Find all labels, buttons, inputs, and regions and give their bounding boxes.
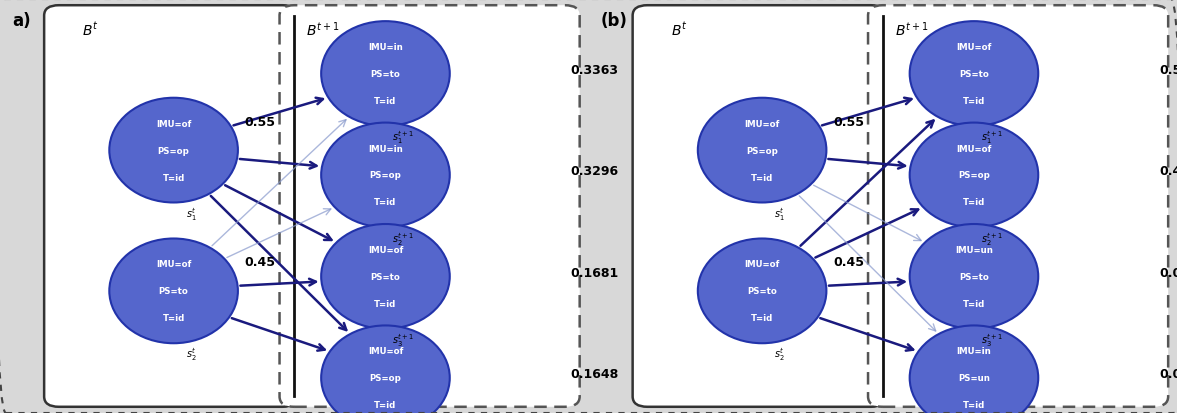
Text: $s_1^t$: $s_1^t$ <box>186 205 197 222</box>
Text: IMU=in: IMU=in <box>368 43 403 52</box>
Text: 0.1648: 0.1648 <box>571 367 619 380</box>
Text: 0.45: 0.45 <box>833 256 864 269</box>
Text: $B^{t+1}$: $B^{t+1}$ <box>895 21 927 39</box>
Ellipse shape <box>321 325 450 413</box>
Text: $B^t$: $B^t$ <box>82 21 99 38</box>
Text: (b): (b) <box>600 12 627 30</box>
Text: IMU=of: IMU=of <box>956 144 992 153</box>
Text: PS=un: PS=un <box>958 373 990 382</box>
Text: $s_2^{t+1}$: $s_2^{t+1}$ <box>392 230 414 247</box>
Text: PS=to: PS=to <box>747 287 777 296</box>
Text: PS=to: PS=to <box>371 70 400 79</box>
Ellipse shape <box>321 22 450 126</box>
Text: $s_2^t$: $s_2^t$ <box>774 346 785 363</box>
Text: $s_1^{t+1}$: $s_1^{t+1}$ <box>392 129 414 146</box>
Text: T=id: T=id <box>751 173 773 182</box>
Text: T=id: T=id <box>162 313 185 323</box>
Ellipse shape <box>321 123 450 228</box>
Text: 0.3296: 0.3296 <box>571 165 619 178</box>
Text: PS=to: PS=to <box>159 287 188 296</box>
Text: PS=to: PS=to <box>959 70 989 79</box>
Text: $s_3^{t+1}$: $s_3^{t+1}$ <box>392 331 414 348</box>
Text: $B^{t+1}$: $B^{t+1}$ <box>306 21 339 39</box>
Text: T=id: T=id <box>963 299 985 308</box>
Text: PS=op: PS=op <box>746 146 778 155</box>
FancyBboxPatch shape <box>280 6 579 407</box>
Text: T=id: T=id <box>751 313 773 323</box>
Text: T=id: T=id <box>374 97 397 106</box>
Text: PS=to: PS=to <box>371 272 400 281</box>
Text: $B^t$: $B^t$ <box>671 21 687 38</box>
Text: IMU=of: IMU=of <box>155 260 192 269</box>
Text: $s_1^{t+1}$: $s_1^{t+1}$ <box>980 129 1003 146</box>
Text: IMU=in: IMU=in <box>368 144 403 153</box>
Text: 0.55: 0.55 <box>245 115 275 128</box>
Text: IMU=of: IMU=of <box>744 119 780 128</box>
Text: T=id: T=id <box>963 400 985 409</box>
Text: PS=op: PS=op <box>370 171 401 180</box>
Ellipse shape <box>321 225 450 329</box>
Text: T=id: T=id <box>374 198 397 207</box>
Text: 0.5031: 0.5031 <box>1159 64 1177 77</box>
Text: T=id: T=id <box>963 97 985 106</box>
Ellipse shape <box>910 123 1038 228</box>
Text: IMU=of: IMU=of <box>367 347 404 356</box>
Text: IMU=in: IMU=in <box>957 347 991 356</box>
Text: 0.55: 0.55 <box>833 115 864 128</box>
Ellipse shape <box>698 98 826 203</box>
Text: 0.4931: 0.4931 <box>1159 165 1177 178</box>
Ellipse shape <box>109 239 238 344</box>
Text: IMU=un: IMU=un <box>955 245 993 254</box>
Text: IMU=of: IMU=of <box>744 260 780 269</box>
Ellipse shape <box>910 325 1038 413</box>
Text: T=id: T=id <box>374 400 397 409</box>
Text: IMU=of: IMU=of <box>367 245 404 254</box>
Text: 0.45: 0.45 <box>245 256 275 269</box>
Text: T=id: T=id <box>963 198 985 207</box>
Text: 0.0001: 0.0001 <box>1159 367 1177 380</box>
Ellipse shape <box>698 239 826 344</box>
Text: 0.1681: 0.1681 <box>571 266 619 279</box>
Text: PS=op: PS=op <box>158 146 189 155</box>
Text: IMU=of: IMU=of <box>155 119 192 128</box>
Text: 0.3363: 0.3363 <box>571 64 619 77</box>
Text: $s_2^t$: $s_2^t$ <box>186 346 197 363</box>
FancyBboxPatch shape <box>45 6 297 407</box>
Text: PS=to: PS=to <box>959 272 989 281</box>
Ellipse shape <box>109 98 238 203</box>
FancyBboxPatch shape <box>633 6 886 407</box>
FancyBboxPatch shape <box>867 6 1169 407</box>
Text: PS=op: PS=op <box>958 171 990 180</box>
Ellipse shape <box>910 225 1038 329</box>
Text: T=id: T=id <box>374 299 397 308</box>
Text: $s_3^{t+1}$: $s_3^{t+1}$ <box>980 331 1003 348</box>
Text: a): a) <box>12 12 31 30</box>
Text: PS=op: PS=op <box>370 373 401 382</box>
Text: $s_2^{t+1}$: $s_2^{t+1}$ <box>980 230 1003 247</box>
Text: 0.0010: 0.0010 <box>1159 266 1177 279</box>
Text: $s_1^t$: $s_1^t$ <box>774 205 785 222</box>
Text: T=id: T=id <box>162 173 185 182</box>
Ellipse shape <box>910 22 1038 126</box>
Text: IMU=of: IMU=of <box>956 43 992 52</box>
